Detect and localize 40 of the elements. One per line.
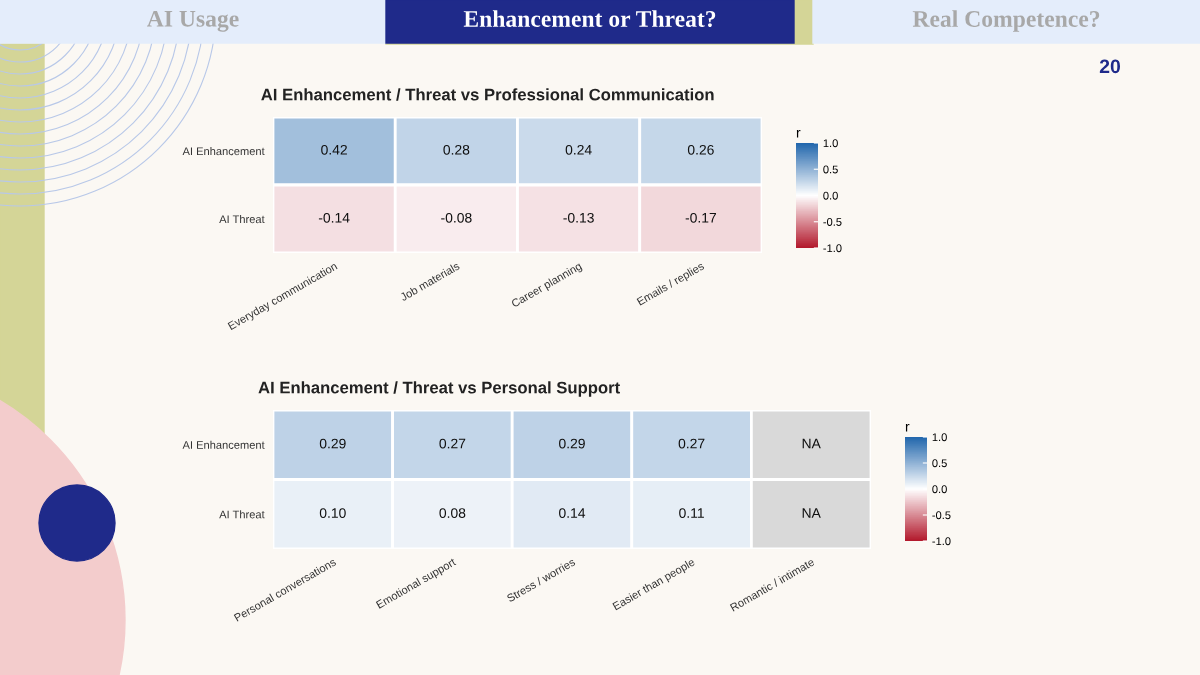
data-label: 0.14 bbox=[559, 508, 586, 518]
data-label: 0.10 bbox=[319, 508, 346, 518]
color-bar-label: 1.0 bbox=[823, 139, 838, 148]
color-bar-label: 1.0 bbox=[932, 433, 947, 442]
text: Real Competence? bbox=[912, 10, 1100, 32]
text: AI Usage bbox=[146, 10, 239, 32]
text: NA bbox=[802, 438, 821, 449]
y-tick-label: AI Enhancement bbox=[182, 146, 265, 156]
data-label: 0.42 bbox=[321, 144, 347, 155]
color-bar-title: r bbox=[796, 129, 801, 138]
y-tick-label: AI Threat bbox=[219, 510, 265, 519]
color-bar-label: -0.5 bbox=[823, 218, 842, 226]
data-label: -0.17 bbox=[685, 212, 717, 223]
color-bar-label: -1.0 bbox=[823, 244, 842, 253]
data-label: 0.28 bbox=[443, 144, 470, 155]
y-tick-label: AI Threat bbox=[219, 214, 265, 224]
data-label: -0.14 bbox=[318, 212, 350, 223]
y-tick-label: AI Enhancement bbox=[182, 440, 265, 449]
data-label: 0.29 bbox=[319, 438, 346, 449]
data-label: 0.11 bbox=[679, 508, 704, 518]
text: Enhancement or Threat? bbox=[463, 10, 716, 28]
data-label: 0.27 bbox=[678, 438, 705, 449]
color-bar-label: -0.5 bbox=[932, 511, 951, 520]
data-label: 0.24 bbox=[565, 144, 592, 155]
data-label: 0.26 bbox=[687, 144, 714, 155]
data-label: -0.13 bbox=[563, 212, 594, 223]
text: NA bbox=[802, 508, 821, 518]
data-label: -0.08 bbox=[441, 212, 472, 223]
data-label: 0.29 bbox=[559, 438, 585, 449]
data-label: 0.27 bbox=[439, 438, 466, 449]
chart-title: AI Enhancement / Threat vs Personal Support bbox=[258, 381, 620, 397]
color-bar-label: 0.5 bbox=[932, 459, 947, 468]
color-bar-label: 0.0 bbox=[932, 485, 947, 494]
text: 20 bbox=[1099, 59, 1121, 74]
color-bar-label: 0.5 bbox=[823, 165, 838, 174]
color-bar-title: r bbox=[905, 423, 910, 432]
color-bar-label: -1.0 bbox=[932, 537, 951, 546]
color-bar-label: 0.0 bbox=[823, 191, 838, 200]
chart-title: AI Enhancement / Threat vs Professional Communication bbox=[261, 88, 714, 101]
data-label: 0.08 bbox=[439, 508, 466, 518]
